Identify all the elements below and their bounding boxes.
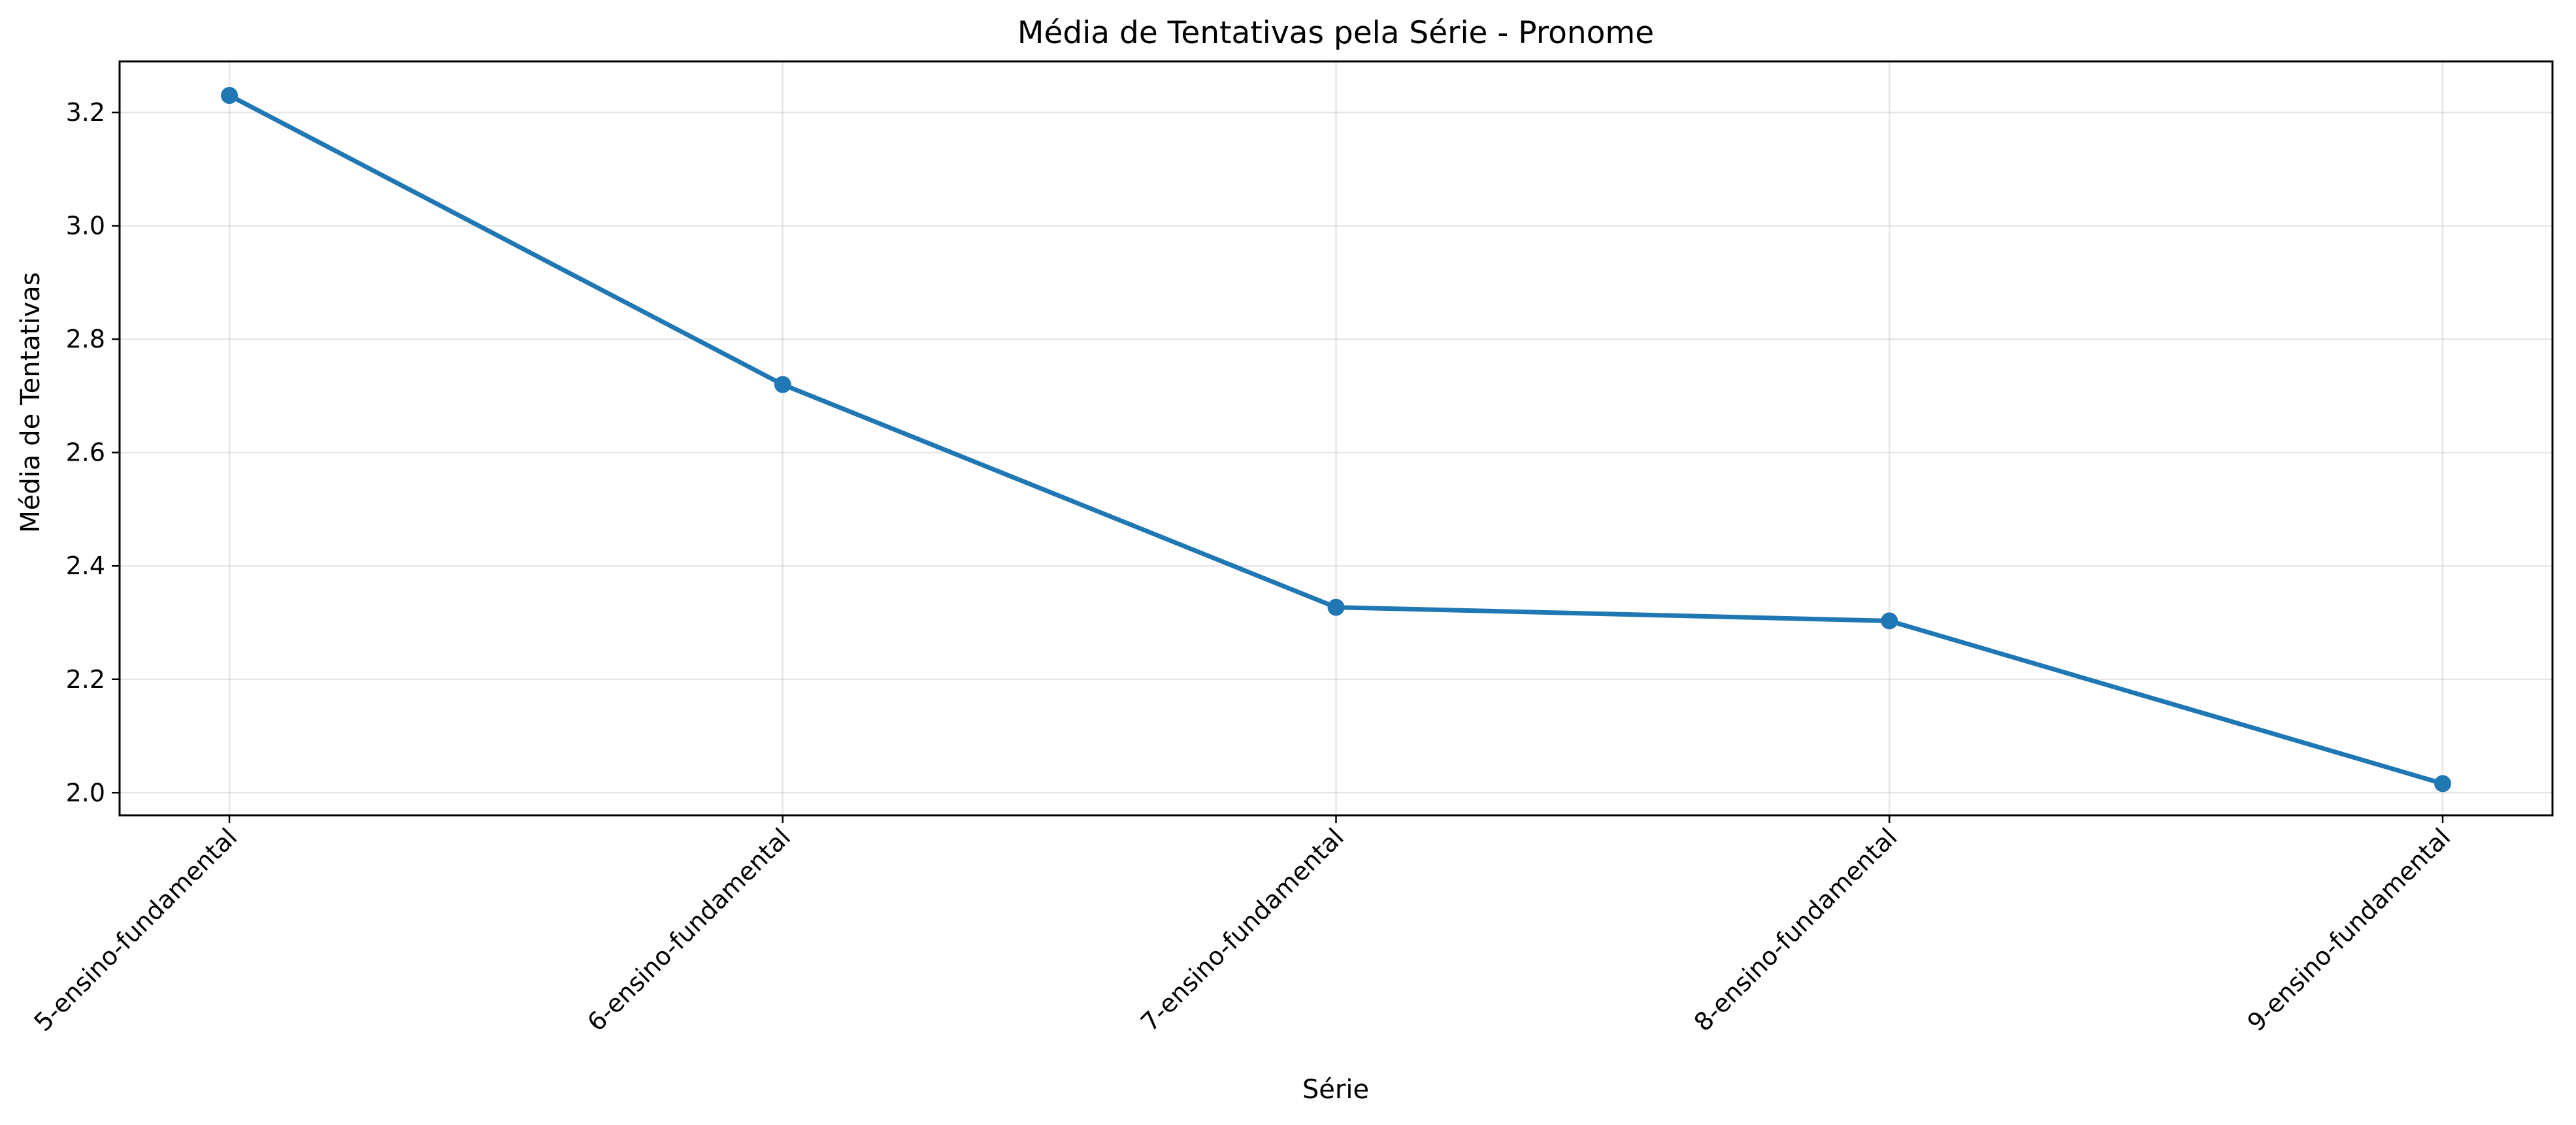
y-tick-label: 2.6 bbox=[66, 438, 105, 467]
y-tick-label: 3.0 bbox=[66, 212, 105, 240]
data-point bbox=[2434, 775, 2451, 792]
x-axis-label: Série bbox=[1302, 1075, 1369, 1105]
y-tick-label: 3.2 bbox=[66, 98, 105, 127]
y-tick-label: 2.2 bbox=[66, 665, 105, 694]
y-tick-label: 2.4 bbox=[66, 551, 105, 580]
data-point bbox=[774, 376, 791, 393]
data-point bbox=[1327, 598, 1345, 616]
chart-title: Média de Tentativas pela Série - Pronome bbox=[1017, 15, 1654, 51]
y-axis-label: Média de Tentativas bbox=[16, 272, 46, 532]
grid bbox=[120, 61, 2552, 815]
y-axis: 2.0 2.2 2.4 2.6 2.8 3.0 3.2 bbox=[66, 98, 120, 807]
data-point bbox=[221, 87, 238, 105]
y-tick-label: 2.8 bbox=[66, 325, 105, 353]
y-tick-label: 2.0 bbox=[66, 778, 105, 807]
series-layer bbox=[221, 87, 2451, 792]
data-point bbox=[1881, 612, 1898, 630]
